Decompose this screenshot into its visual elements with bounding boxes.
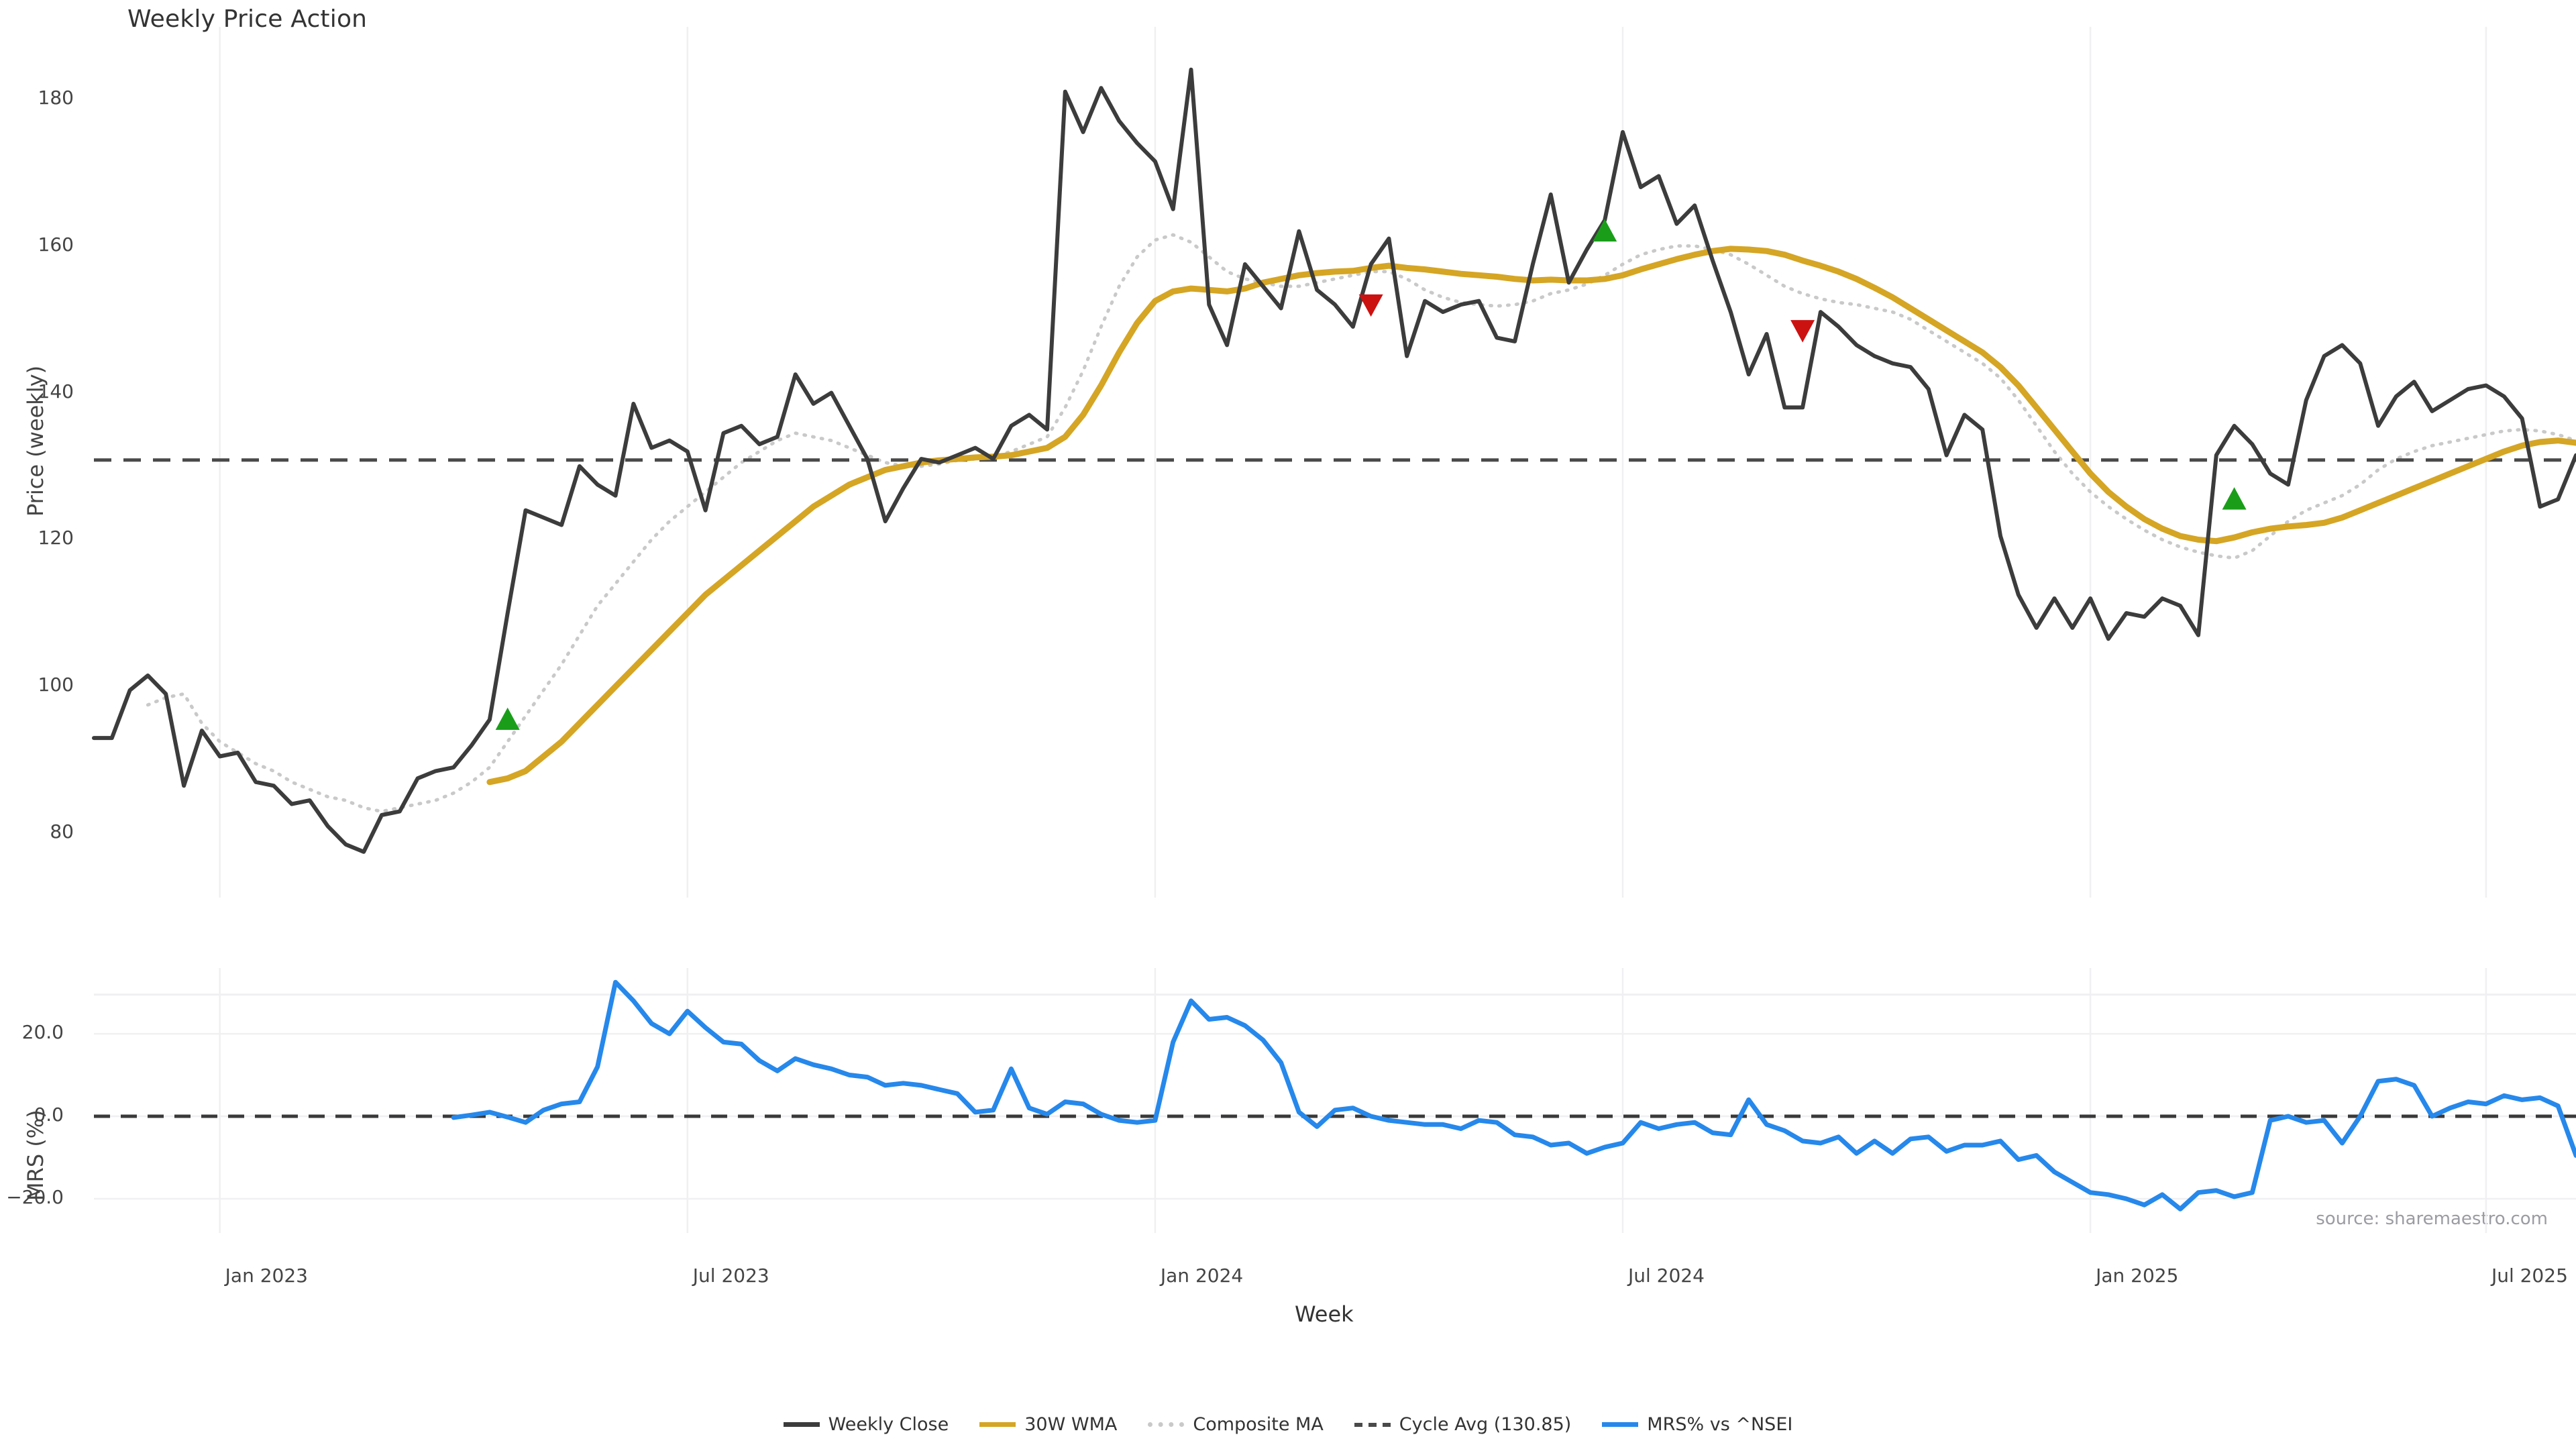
legend-composite-ma-swatch <box>1148 1422 1185 1427</box>
price-ytick-100: 100 <box>38 674 74 696</box>
legend-wma[interactable]: 30W WMA <box>979 1414 1117 1435</box>
price-ytick-160: 160 <box>38 233 74 256</box>
legend-wma-label: 30W WMA <box>1024 1414 1118 1435</box>
series-mrs <box>451 979 2576 1212</box>
xtick-5: Jul 2025 <box>2491 1265 2568 1287</box>
mrs-ytick-0: 0.0 <box>34 1104 64 1126</box>
legend-weekly-close-swatch <box>783 1422 820 1427</box>
legend-mrs-swatch <box>1602 1422 1639 1427</box>
mrs-ytick--20: −20.0 <box>6 1185 64 1208</box>
legend-mrs-label: MRS% vs ^NSEI <box>1647 1414 1793 1435</box>
xtick-0: Jan 2023 <box>225 1265 308 1287</box>
legend-mrs[interactable]: MRS% vs ^NSEI <box>1602 1414 1792 1435</box>
xtick-1: Jul 2023 <box>692 1265 769 1287</box>
mrs-ytick-20: 20.0 <box>21 1021 64 1044</box>
sell-signal-marker[interactable] <box>1358 294 1383 317</box>
series-weekly-close <box>92 67 2576 854</box>
price-ytick-80: 80 <box>50 820 74 843</box>
legend-cycle-avg-swatch <box>1354 1422 1391 1427</box>
sell-signal-marker[interactable] <box>1790 320 1815 343</box>
xtick-2: Jan 2024 <box>1160 1265 1244 1287</box>
x-axis-label: Week <box>1295 1301 1354 1327</box>
xtick-3: Jul 2024 <box>1627 1265 1705 1287</box>
xtick-4: Jan 2025 <box>2096 1265 2179 1287</box>
legend-weekly-close-label: Weekly Close <box>828 1414 949 1435</box>
legend-weekly-close[interactable]: Weekly Close <box>783 1414 949 1435</box>
page-title: Weekly Price Action <box>127 5 368 33</box>
price-ytick-140: 140 <box>38 380 74 402</box>
legend-composite-ma-label: Composite MA <box>1193 1414 1324 1435</box>
legend-cycle-avg-label: Cycle Avg (130.85) <box>1399 1414 1572 1435</box>
series-composite-ma <box>146 233 2576 814</box>
legend-wma-swatch <box>979 1422 1016 1427</box>
chart-legend: Weekly Close 30W WMA Composite MA Cycle Avg… <box>0 1414 2576 1435</box>
series-30w-wma <box>486 246 2576 786</box>
buy-signal-marker[interactable] <box>2222 487 2247 510</box>
buy-signal-marker[interactable] <box>495 707 520 731</box>
price-ytick-120: 120 <box>38 527 74 549</box>
legend-composite-ma[interactable]: Composite MA <box>1148 1414 1324 1435</box>
source-attribution: source: sharemaestro.com <box>2316 1209 2548 1229</box>
price-ytick-180: 180 <box>38 86 74 109</box>
buy-signal-marker[interactable] <box>1593 219 1617 241</box>
legend-cycle-avg[interactable]: Cycle Avg (130.85) <box>1354 1414 1572 1435</box>
